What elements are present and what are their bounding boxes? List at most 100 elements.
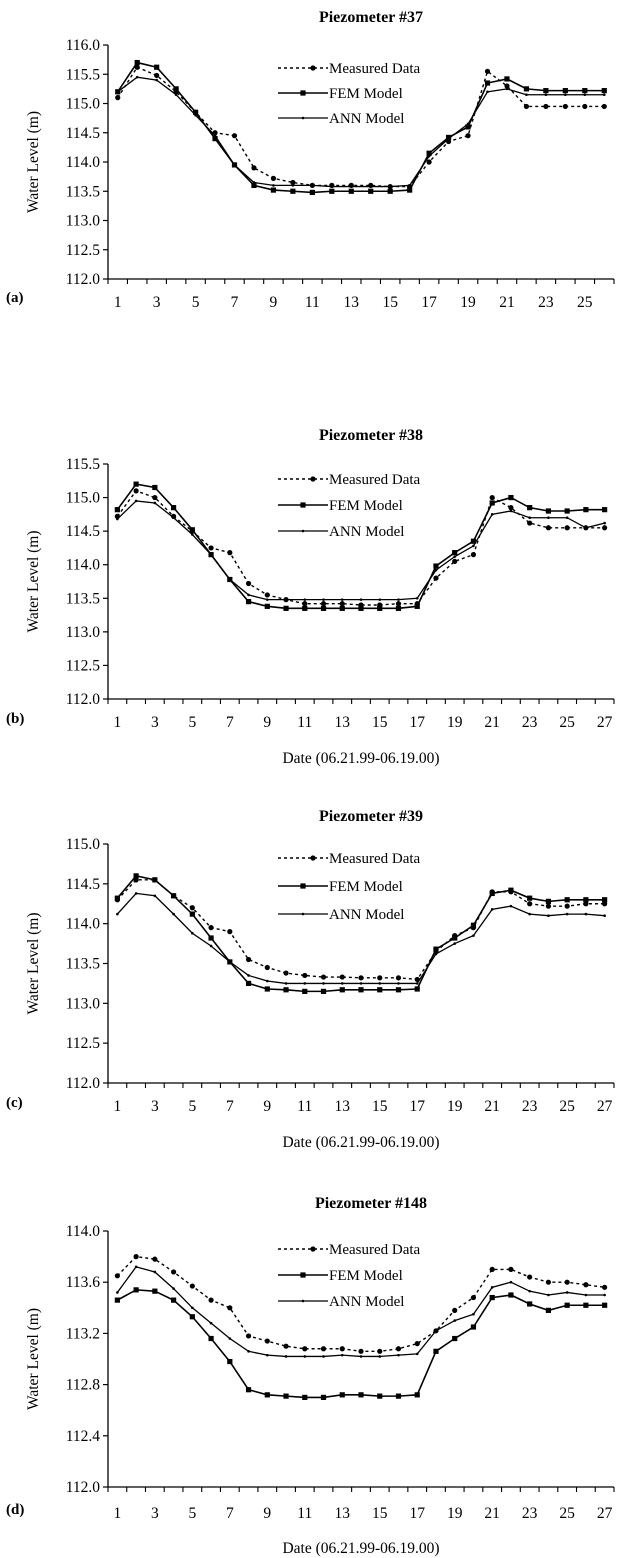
y-tick-label: 112.5: [66, 242, 101, 259]
data-point-ann: [547, 914, 550, 917]
data-point-ann: [415, 982, 419, 985]
data-point-ann: [584, 526, 588, 530]
data-point-fem: [489, 890, 495, 896]
data-point-fem: [302, 1394, 308, 1400]
x-tick-label: 9: [263, 714, 271, 731]
data-point-ann: [322, 1355, 325, 1358]
data-point-ann: [191, 533, 194, 536]
data-point-measured: [602, 901, 608, 907]
data-point-measured: [508, 505, 514, 511]
chart-title: Piezometer #37: [319, 9, 423, 26]
data-point-fem: [302, 988, 308, 994]
y-tick-label: 113.0: [66, 995, 101, 1012]
data-point-fem: [170, 1297, 177, 1303]
chart-d: Piezometer #148 Water Level (m) 112.0 112.4…: [6, 1195, 615, 1557]
y-tick-label: 114.5: [66, 125, 101, 142]
data-point-ann: [603, 914, 606, 917]
data-point-ann: [322, 982, 325, 985]
x-tick-label: 9: [263, 1098, 271, 1115]
data-point-measured: [152, 494, 158, 501]
data-point-fem: [114, 507, 120, 513]
x-tick-label: 21: [484, 1505, 500, 1522]
data-point-measured: [358, 975, 364, 981]
data-point-ann: [116, 1291, 119, 1294]
data-point-fem: [133, 481, 139, 487]
data-point-ann: [397, 1353, 400, 1357]
data-point-measured: [270, 175, 277, 181]
x-axis-label: Date (06.21.99-06.19.00): [282, 750, 439, 767]
data-point-measured: [302, 1346, 308, 1352]
data-point-ann: [265, 598, 269, 601]
data-point-fem: [489, 1294, 495, 1301]
data-point-ann: [359, 598, 363, 601]
data-point-fem: [470, 922, 477, 928]
x-tick-label: 19: [447, 1098, 463, 1115]
x-tick-label: 17: [409, 1505, 425, 1522]
data-point-measured: [208, 545, 214, 551]
data-point-fem: [283, 605, 289, 611]
data-point-measured: [245, 1333, 252, 1339]
data-point-fem: [433, 563, 439, 569]
data-point-ann: [228, 960, 232, 964]
data-point-measured: [231, 133, 238, 139]
data-point-fem: [212, 136, 218, 142]
x-tick-label: 5: [188, 1505, 196, 1522]
data-point-measured: [227, 929, 233, 935]
data-point-measured: [470, 552, 477, 558]
x-tick-label: 23: [538, 294, 554, 311]
data-point-fem: [508, 494, 514, 501]
x-tick-label: 11: [297, 1505, 312, 1522]
y-tick-label: 112.4: [66, 1428, 101, 1445]
x-tick-label: 19: [460, 294, 476, 311]
chart-b: Piezometer #38 Water Level (m) 112.0 112.5 1…: [6, 427, 615, 767]
data-point-ann: [228, 1337, 232, 1340]
data-point-ann: [528, 1289, 531, 1293]
legend-label: FEM Model: [329, 86, 403, 102]
data-point-ann: [565, 912, 569, 916]
x-tick-label: 25: [559, 714, 575, 731]
data-point-fem: [564, 508, 570, 514]
data-point-measured: [170, 513, 177, 519]
data-point-ann: [265, 1353, 269, 1357]
data-point-fem: [465, 124, 471, 130]
data-point-ann: [415, 596, 419, 600]
data-point-fem: [452, 550, 458, 556]
legend-marker: [301, 1299, 305, 1303]
x-tick-label: 7: [231, 294, 239, 311]
data-point-ann: [584, 1293, 588, 1297]
data-point-measured: [114, 1273, 120, 1279]
y-tick-label: 113.2: [66, 1325, 100, 1342]
data-point-measured: [320, 601, 327, 607]
x-tick-label: 13: [335, 714, 351, 731]
x-tick-label: 3: [151, 714, 159, 731]
data-point-fem: [601, 88, 607, 94]
data-point-ann: [134, 892, 138, 895]
data-point-ann: [603, 1293, 606, 1297]
data-point-fem: [564, 897, 570, 903]
data-point-fem: [395, 605, 402, 611]
data-point-fem: [152, 484, 158, 491]
legend-label: FEM Model: [329, 498, 403, 514]
data-point-ann: [134, 1265, 138, 1269]
data-point-measured: [152, 1256, 158, 1262]
data-point-fem: [358, 987, 364, 993]
data-point-ann: [213, 134, 217, 137]
data-point-fem: [395, 987, 402, 993]
y-axis-label: Water Level (m): [25, 530, 42, 632]
data-point-ann: [584, 912, 588, 916]
x-tick-label: 5: [188, 1098, 196, 1115]
data-point-measured: [395, 1346, 402, 1352]
data-point-fem: [527, 895, 533, 901]
x-tick-label: 21: [484, 714, 500, 731]
data-point-fem: [264, 603, 270, 609]
data-point-measured: [377, 1348, 383, 1354]
x-tick-label: 25: [577, 294, 593, 311]
x-tick-label: 23: [522, 1098, 538, 1115]
data-point-ann: [340, 598, 344, 601]
legend-label: ANN Model: [329, 111, 404, 127]
data-point-ann: [303, 982, 307, 985]
data-point-measured: [339, 601, 345, 607]
data-point-ann: [509, 1280, 513, 1284]
x-tick-label: 25: [559, 1098, 575, 1115]
data-point-measured: [302, 972, 308, 979]
